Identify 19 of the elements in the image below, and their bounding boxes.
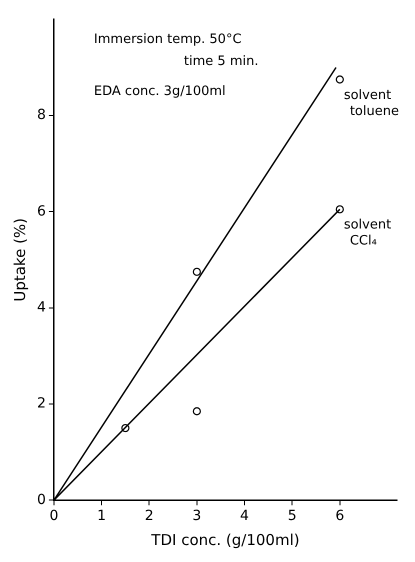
- y-axis-title: Uptake (%): [10, 218, 29, 302]
- y-tick-label: 2: [36, 396, 46, 412]
- x-tick-label: 0: [49, 508, 58, 524]
- x-tick-label: 3: [192, 508, 202, 524]
- series-label: solvent toluene: [344, 88, 399, 119]
- x-tick-label: 5: [288, 508, 297, 524]
- annotation: Immersion temp. 50°C: [94, 32, 242, 47]
- x-axis-title: TDI conc. (g/100ml): [150, 530, 300, 549]
- x-tick-label: 4: [240, 508, 250, 524]
- series-label: solvent CCl₄: [344, 218, 392, 249]
- y-tick-label: 0: [36, 492, 46, 508]
- x-tick-label: 2: [144, 508, 154, 524]
- y-tick-label: 4: [36, 300, 46, 316]
- y-tick-label: 6: [36, 203, 46, 220]
- annotation: EDA conc. 3g/100ml: [94, 84, 226, 99]
- x-tick-label: 1: [97, 508, 106, 524]
- x-tick-label: 6: [335, 508, 344, 524]
- y-tick-label: 8: [36, 107, 46, 124]
- annotation: time 5 min.: [184, 54, 258, 69]
